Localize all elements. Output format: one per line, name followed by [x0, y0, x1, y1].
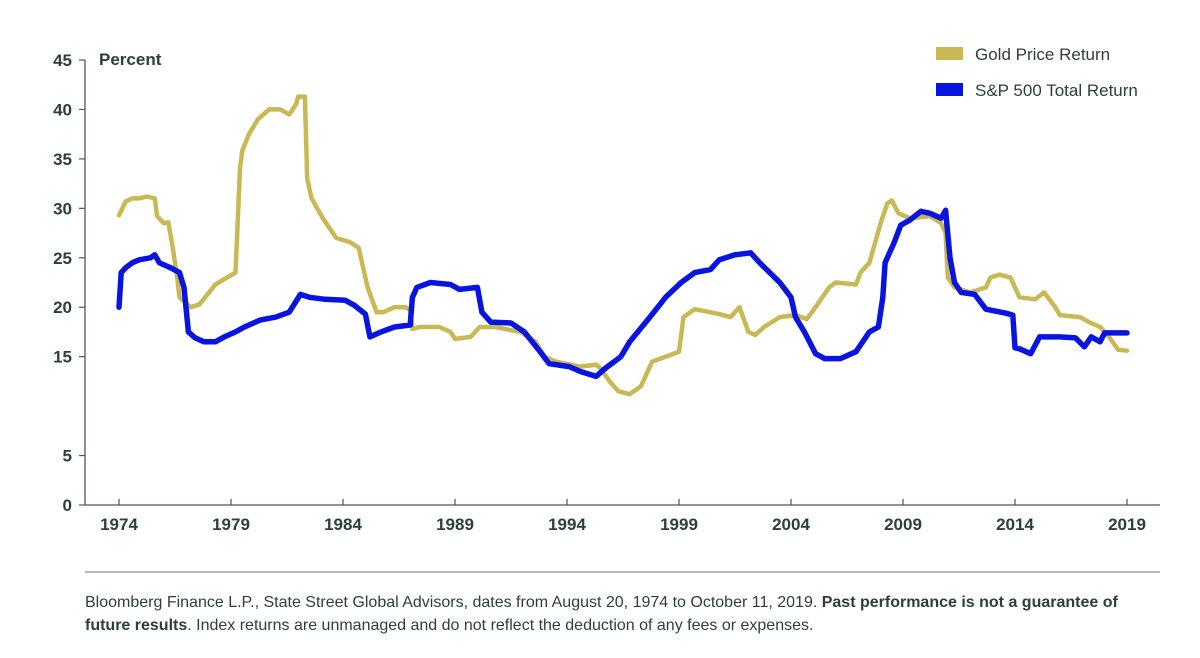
y-tick-label: 35	[53, 150, 72, 169]
x-tick-label: 2009	[884, 515, 922, 534]
series-line-sp500	[116, 207, 1130, 380]
y-tick-label: 15	[53, 348, 72, 367]
legend-swatch	[936, 83, 963, 96]
y-tick-label: 45	[53, 51, 72, 70]
y-tick-label: 30	[53, 199, 72, 218]
y-tick-label: 20	[53, 298, 72, 317]
footnote-disclaimer: . Index returns are unmanaged and do not…	[187, 617, 814, 634]
x-tick-label: 1974	[100, 515, 138, 534]
y-tick-label: 5	[63, 447, 72, 466]
x-tick-label: 1994	[548, 515, 586, 534]
x-tick-label: 1984	[324, 515, 362, 534]
y-tick-label: 40	[53, 100, 72, 119]
footnote-source: Bloomberg Finance L.P., State Street Glo…	[85, 594, 822, 611]
x-tick-label: 2019	[1108, 515, 1146, 534]
legend-swatch	[936, 47, 963, 60]
axes: 0 5 15 20 25 30 35 40 45 1974 1979 1984 1989 1994 1999…	[53, 51, 1160, 534]
legend: Gold Price Return S&P 500 Total Return	[936, 45, 1138, 100]
x-tick-label: 1999	[660, 515, 698, 534]
x-tick-label: 2014	[996, 515, 1034, 534]
x-tick-label: 1979	[212, 515, 250, 534]
series-group	[116, 94, 1130, 397]
x-tick-label: 1989	[436, 515, 474, 534]
footnote-disclaimer-bold: Past performance is not a guarantee of f…	[85, 594, 1118, 634]
legend-label: Gold Price Return	[975, 45, 1110, 64]
x-tick-label: 2004	[772, 515, 810, 534]
series-line-gold	[116, 94, 1130, 397]
y-tick-label: 25	[53, 249, 72, 268]
legend-label: S&P 500 Total Return	[975, 81, 1138, 100]
line-chart: 0 5 15 20 25 30 35 40 45 1974 1979 1984 1989 1994 1999…	[53, 45, 1160, 573]
y-axis-label: Percent	[99, 50, 162, 69]
footnote: Bloomberg Finance L.P., State Street Glo…	[85, 591, 1155, 637]
y-tick-label: 0	[63, 496, 72, 515]
